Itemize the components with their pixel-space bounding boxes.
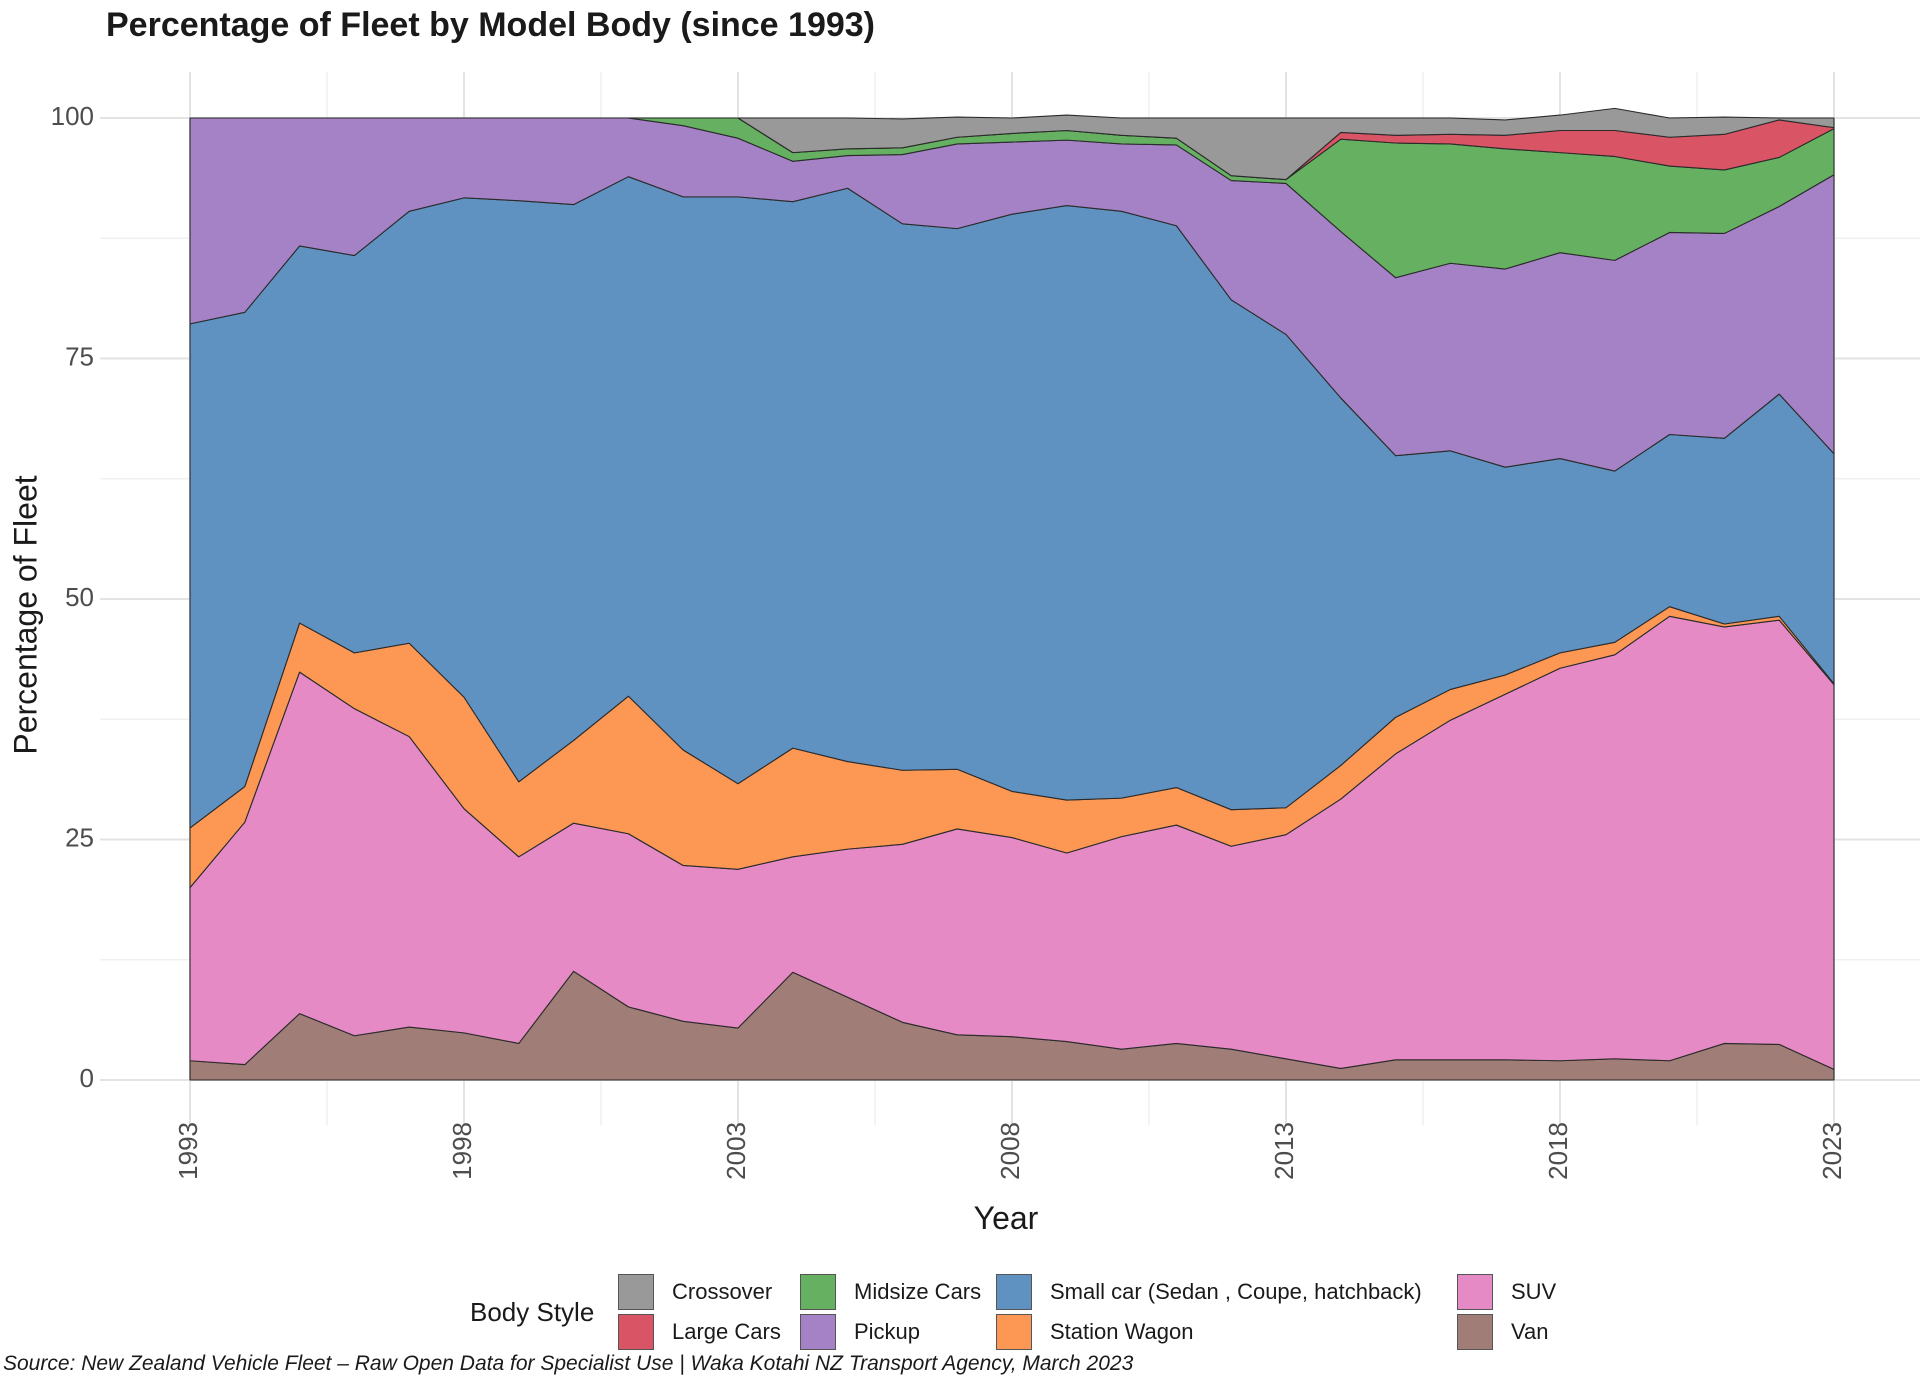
x-tick-label: 1993	[173, 1122, 203, 1180]
x-tick-label: 2018	[1543, 1122, 1573, 1180]
legend-key	[800, 1274, 836, 1310]
x-tick-label: 2023	[1817, 1122, 1847, 1180]
x-axis-title: Year	[973, 1200, 1039, 1236]
legend-label: SUV	[1511, 1279, 1557, 1304]
legend-item: Pickup	[800, 1314, 920, 1350]
legend-item: Station Wagon	[996, 1314, 1194, 1350]
legend-item: Midsize Cars	[800, 1274, 981, 1310]
legend-item: Crossover	[618, 1274, 772, 1310]
y-tick-label: 100	[51, 101, 94, 131]
legend-key	[618, 1314, 654, 1350]
legend-label: Crossover	[672, 1279, 773, 1304]
legend-item: SUV	[1457, 1274, 1556, 1310]
stacked-areas	[189, 107, 1835, 1081]
plot-area: 0 25 50 75 100 1993 1998 2003 2008 2013 2018 2023	[51, 72, 1920, 1180]
legend-title: Body Style	[470, 1297, 595, 1327]
legend-item: Large Cars	[618, 1314, 781, 1350]
y-tick-label: 50	[65, 582, 94, 612]
legend-label: Large Cars	[672, 1319, 781, 1344]
x-tick-label: 2008	[995, 1122, 1025, 1180]
y-tick-label: 0	[80, 1063, 94, 1093]
legend-label: Pickup	[854, 1319, 921, 1344]
source-caption: Source: New Zealand Vehicle Fleet – Raw …	[3, 1352, 1134, 1375]
area-crossover	[189, 107, 1835, 181]
y-tick-labels: 0 25 50 75 100	[51, 101, 94, 1093]
legend-label: Station Wagon	[1050, 1319, 1194, 1344]
legend-item: Van	[1457, 1314, 1549, 1350]
x-tick-label: 2013	[1269, 1122, 1299, 1180]
x-tick-label: 2003	[721, 1122, 751, 1180]
legend-key	[996, 1274, 1032, 1310]
legend-item: Small car (Sedan , Coupe, hatchback)	[996, 1274, 1422, 1310]
legend-key	[1457, 1314, 1493, 1350]
chart-title: Percentage of Fleet by Model Body (since…	[106, 6, 876, 44]
legend-label: Small car (Sedan , Coupe, hatchback)	[1050, 1279, 1422, 1304]
legend-label: Midsize Cars	[854, 1279, 982, 1304]
x-tick-label: 1998	[447, 1122, 477, 1180]
y-tick-label: 75	[65, 341, 94, 371]
legend-label: Van	[1511, 1319, 1549, 1344]
y-tick-label: 25	[65, 822, 94, 852]
legend-key	[996, 1314, 1032, 1350]
legend-key	[800, 1314, 836, 1350]
x-tick-labels: 1993 1998 2003 2008 2013 2018 2023	[173, 1122, 1847, 1180]
legend-key	[1457, 1274, 1493, 1310]
legend-key	[618, 1274, 654, 1310]
